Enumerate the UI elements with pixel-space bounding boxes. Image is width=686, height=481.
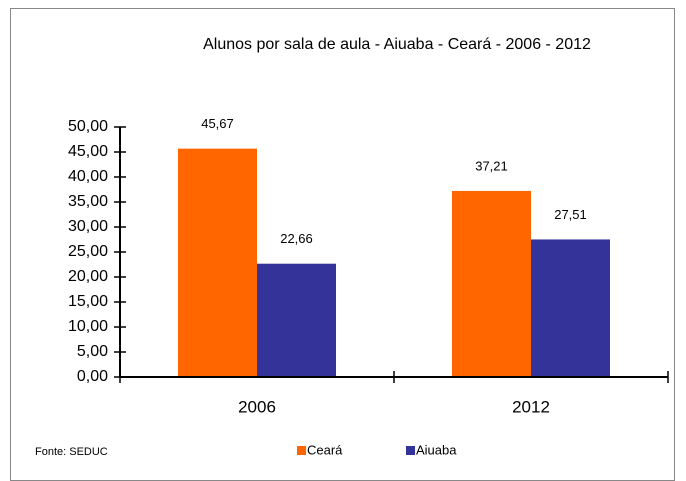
chart-title: Alunos por sala de aula - Aiuaba - Ceará…: [203, 36, 591, 53]
data-label: 27,51: [554, 207, 587, 222]
data-label: 22,66: [280, 231, 313, 246]
legend-label: Aiuaba: [416, 442, 457, 457]
legend-swatch: [297, 446, 306, 455]
legend-swatch: [406, 446, 415, 455]
x-tick-label: 2012: [512, 397, 550, 416]
bar: [178, 148, 257, 377]
legend-label: Ceará: [307, 442, 343, 457]
bar: [452, 190, 531, 377]
y-tick-label: 35,00: [68, 193, 108, 210]
y-tick-label: 5,00: [77, 343, 108, 360]
bar: [257, 263, 336, 377]
y-tick-label: 0,00: [77, 368, 108, 385]
data-label: 37,21: [475, 158, 508, 173]
y-tick-label: 50,00: [68, 118, 108, 135]
y-tick-label: 15,00: [68, 293, 108, 310]
x-tick-label: 2006: [238, 397, 276, 416]
y-tick-label: 25,00: [68, 243, 108, 260]
data-label: 45,67: [201, 116, 234, 131]
y-tick-label: 20,00: [68, 268, 108, 285]
y-tick-label: 40,00: [68, 168, 108, 185]
y-tick-label: 45,00: [68, 143, 108, 160]
bar: [531, 239, 610, 377]
y-tick-label: 10,00: [68, 318, 108, 335]
source-note: Fonte: SEDUC: [35, 446, 108, 458]
y-tick-label: 30,00: [68, 218, 108, 235]
